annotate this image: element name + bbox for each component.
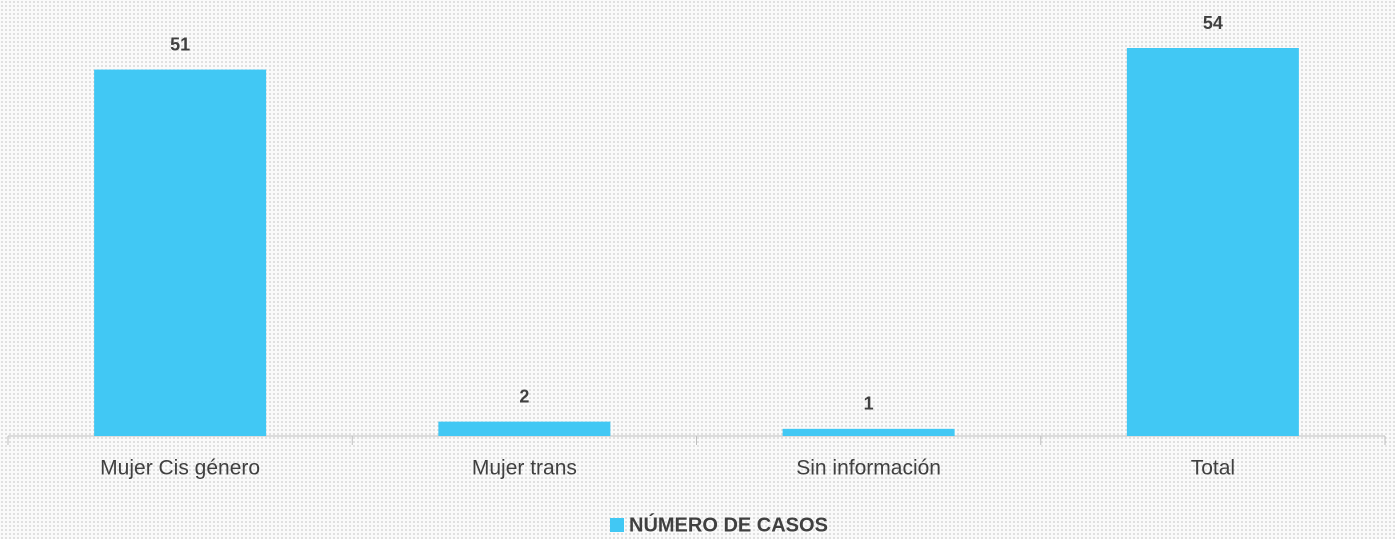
- x-tick-label: Mujer Cis género: [100, 457, 260, 480]
- bar: [1126, 48, 1299, 436]
- x-tick-label: Total: [1191, 457, 1235, 480]
- bar: [782, 428, 955, 436]
- legend-swatch: [610, 518, 624, 532]
- value-label: 2: [519, 386, 529, 406]
- value-label: 54: [1203, 13, 1223, 33]
- bar: [94, 69, 267, 437]
- x-tick-label: Mujer trans: [472, 457, 577, 480]
- x-tick-label: Sin información: [796, 457, 941, 480]
- bar: [438, 421, 611, 436]
- value-label: 51: [170, 34, 190, 54]
- value-label: 1: [864, 394, 874, 414]
- legend-label: NÚMERO DE CASOS: [629, 512, 828, 536]
